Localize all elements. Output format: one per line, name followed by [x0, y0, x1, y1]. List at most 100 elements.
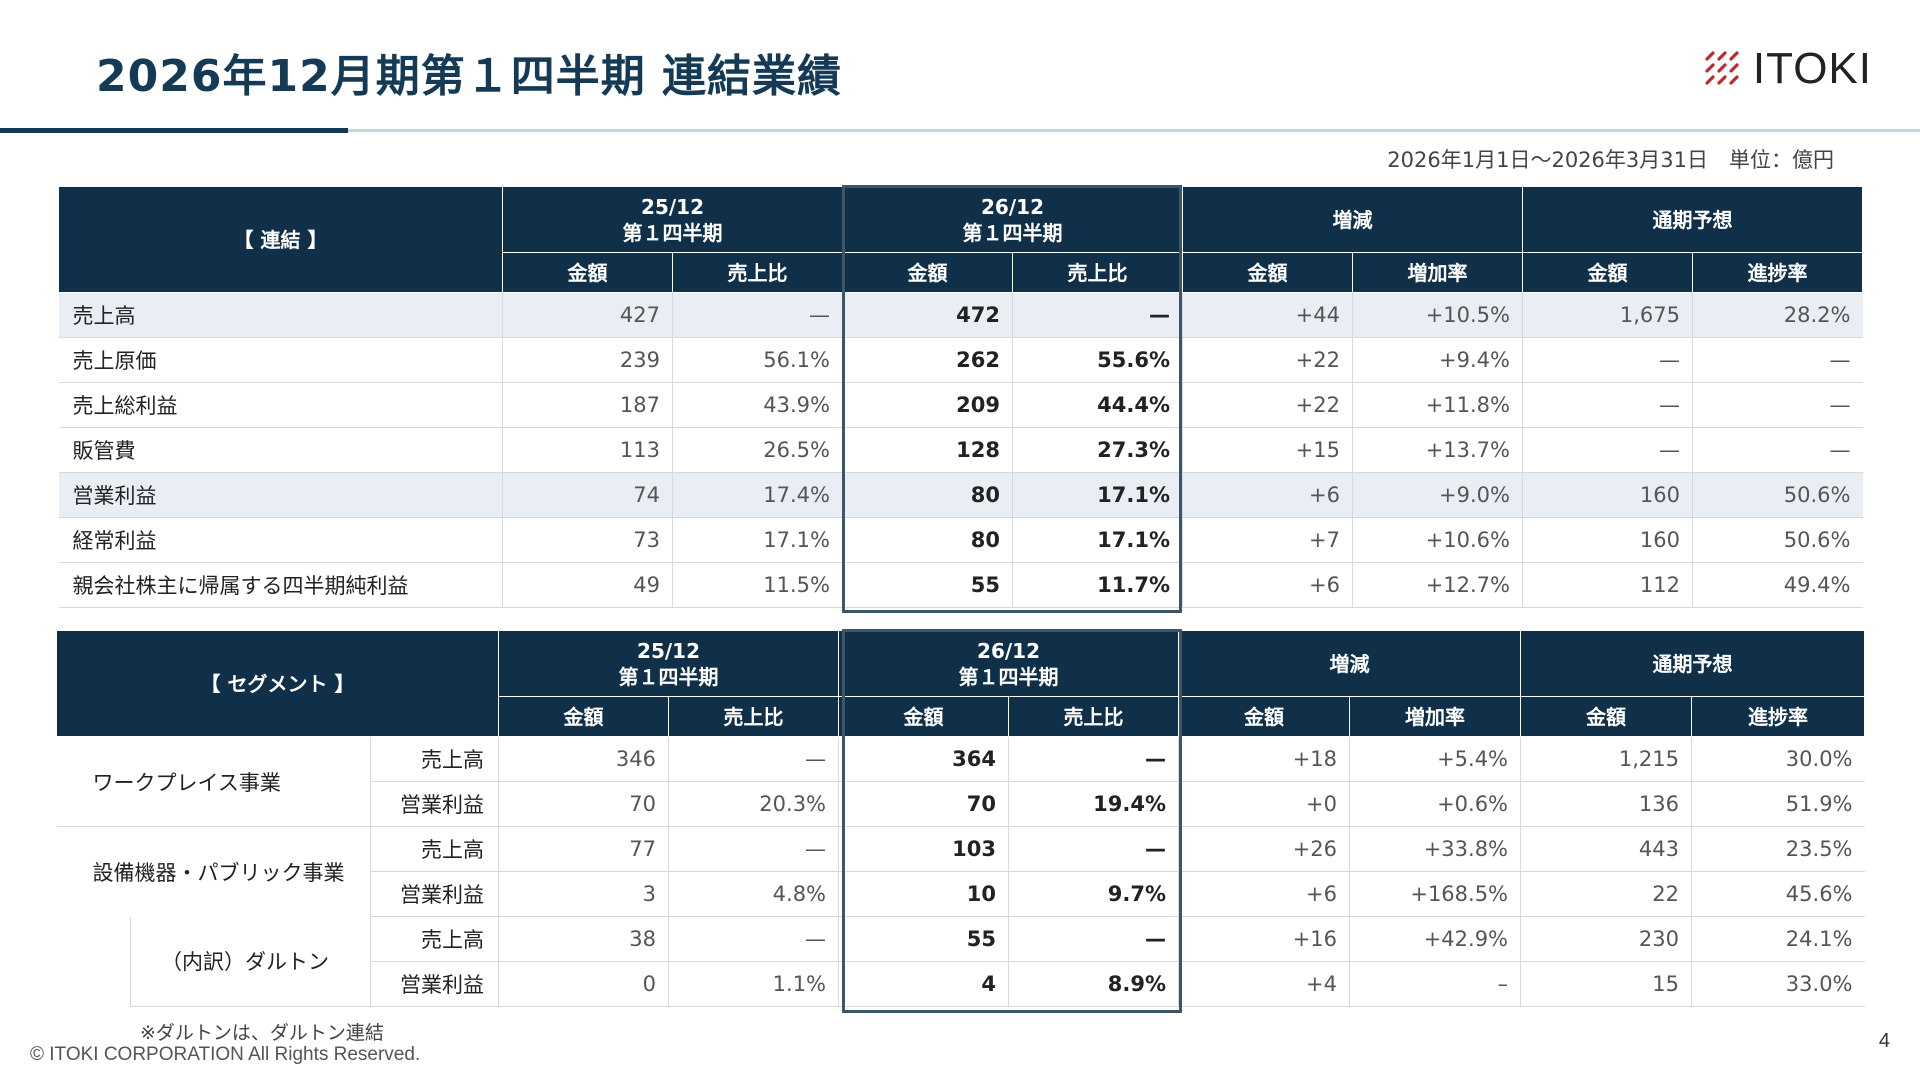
change-amount: +26	[1178, 826, 1350, 872]
prev-amount: 77	[498, 826, 669, 872]
prev-ratio: 17.4%	[672, 472, 843, 518]
cur-amount: 80	[842, 517, 1013, 563]
change-amount: +15	[1182, 427, 1353, 473]
table-row: 売上高 427 — 472 — +44 +10.5% 1,675 28.2%	[58, 292, 1863, 338]
forecast-amount: 22	[1520, 871, 1692, 917]
col-amount: 金額	[502, 252, 673, 293]
cur-ratio: —	[1012, 292, 1183, 338]
prev-amount: 70	[498, 781, 669, 827]
cur-amount: 55	[838, 916, 1009, 962]
prev-ratio: 1.1%	[668, 961, 839, 1007]
change-rate: +9.4%	[1352, 337, 1523, 383]
cur-amount: 80	[842, 472, 1013, 518]
header-rule	[348, 129, 1920, 132]
table-row: 営業利益 3 4.8% 10 9.7% +6 +168.5% 22 45.6%	[57, 871, 1865, 917]
cur-ratio: 11.7%	[1012, 562, 1183, 608]
col-amount: 金額	[838, 696, 1010, 737]
forecast-amount: 1,675	[1522, 292, 1693, 338]
forecast-amount: 160	[1522, 517, 1693, 563]
change-rate: +0.6%	[1349, 781, 1521, 827]
itoki-logo-icon	[1705, 51, 1739, 85]
forecast-amount: —	[1522, 427, 1693, 473]
row-label: 売上原価	[58, 337, 503, 383]
row-label: 経常利益	[58, 517, 503, 563]
table-row: 販管費 113 26.5% 128 27.3% +15 +13.7% — —	[58, 427, 1863, 473]
cur-ratio: 55.6%	[1012, 337, 1183, 383]
prev-period-header: 25/12 第１四半期	[502, 186, 843, 253]
forecast-progress: 50.6%	[1692, 472, 1863, 518]
forecast-amount: 443	[1520, 826, 1692, 872]
table-row: 営業利益 70 20.3% 70 19.4% +0 +0.6% 136 51.9…	[57, 781, 1865, 827]
cur-ratio: 27.3%	[1012, 427, 1183, 473]
change-rate: +42.9%	[1349, 916, 1521, 962]
cur-amount: 262	[842, 337, 1013, 383]
table-row: 売上原価 239 56.1% 262 55.6% +22 +9.4% — —	[58, 337, 1863, 383]
forecast-progress: 33.0%	[1691, 961, 1865, 1007]
table-row: （内訳）ダルトン 売上高 38 — 55 — +16 +42.9% 230 24…	[57, 916, 1865, 1007]
table-row: 親会社株主に帰属する四半期純利益 49 11.5% 55 11.7% +6 +1…	[58, 562, 1863, 608]
forecast-progress: 30.0%	[1691, 736, 1865, 782]
prev-amount: 427	[502, 292, 673, 338]
change-rate: +9.0%	[1352, 472, 1523, 518]
logo-text: ITOKI	[1752, 44, 1872, 93]
cur-ratio: —	[1008, 826, 1179, 872]
cur-ratio: 17.1%	[1012, 517, 1183, 563]
consolidated-table: 【 連結 】 25/12 第１四半期 26/12 第１四半期 増減 通期予想 金…	[58, 186, 1863, 608]
cur-amount: 209	[842, 382, 1013, 428]
change-amount: +6	[1178, 871, 1350, 917]
segment-name: 設備機器・パブリック事業	[56, 826, 371, 917]
prev-amount: 346	[498, 736, 669, 782]
row-label: 営業利益	[369, 871, 499, 917]
prev-amount: 239	[502, 337, 673, 383]
cur-amount: 103	[838, 826, 1009, 872]
prev-ratio: 4.8%	[668, 871, 839, 917]
change-rate: +10.6%	[1352, 517, 1523, 563]
change-header: 増減	[1182, 186, 1523, 253]
cur-ratio: 44.4%	[1012, 382, 1183, 428]
cur-period-line2: 第１四半期	[958, 664, 1059, 689]
header-rule-accent	[0, 128, 348, 133]
cur-ratio: —	[1008, 916, 1179, 962]
cur-amount: 4	[838, 961, 1009, 1007]
cur-ratio: —	[1008, 736, 1179, 782]
change-rate: +11.8%	[1352, 382, 1523, 428]
prev-ratio: 11.5%	[672, 562, 843, 608]
col-ratio: 売上比	[672, 252, 843, 293]
table-row: 売上総利益 187 43.9% 209 44.4% +22 +11.8% — —	[58, 382, 1863, 428]
prev-ratio: —	[668, 826, 839, 872]
change-amount: +4	[1178, 961, 1350, 1007]
change-amount: +22	[1182, 337, 1353, 383]
segment-table: 【 セグメント 】 25/12 第１四半期 26/12 第１四半期 増減 通期予…	[55, 630, 1866, 1007]
cur-amount: 55	[842, 562, 1013, 608]
cur-amount: 472	[842, 292, 1013, 338]
change-rate: +33.8%	[1349, 826, 1521, 872]
col-ratio: 売上比	[668, 696, 840, 737]
forecast-progress: —	[1692, 337, 1863, 383]
forecast-header: 通期予想	[1522, 186, 1863, 253]
prev-amount: 38	[498, 916, 669, 962]
forecast-progress: 23.5%	[1691, 826, 1865, 872]
prev-ratio: 20.3%	[668, 781, 839, 827]
table-row: ワークプレイス事業 売上高 346 — 364 — +18 +5.4% 1,21…	[56, 736, 1865, 827]
change-amount: +0	[1178, 781, 1350, 827]
change-rate: +168.5%	[1349, 871, 1521, 917]
forecast-amount: 1,215	[1520, 736, 1692, 782]
prev-ratio: 43.9%	[672, 382, 843, 428]
forecast-progress: 51.9%	[1691, 781, 1865, 827]
change-rate: +10.5%	[1352, 292, 1523, 338]
change-header: 増減	[1178, 630, 1522, 697]
consolidated-header-label: 【 連結 】	[58, 186, 503, 293]
forecast-amount: 136	[1520, 781, 1692, 827]
table-row: 営業利益 0 1.1% 4 8.9% +4 – 15 33.0%	[57, 961, 1865, 1007]
forecast-progress: —	[1692, 382, 1863, 428]
company-logo: ITOKI	[1703, 44, 1872, 94]
prev-amount: 3	[498, 871, 669, 917]
change-rate: +5.4%	[1349, 736, 1521, 782]
prev-amount: 113	[502, 427, 673, 473]
cur-ratio: 17.1%	[1012, 472, 1183, 518]
change-amount: +44	[1182, 292, 1353, 338]
col-progress: 進捗率	[1691, 696, 1866, 737]
col-amount: 金額	[842, 252, 1013, 293]
prev-ratio: —	[668, 736, 839, 782]
change-rate: +12.7%	[1352, 562, 1523, 608]
